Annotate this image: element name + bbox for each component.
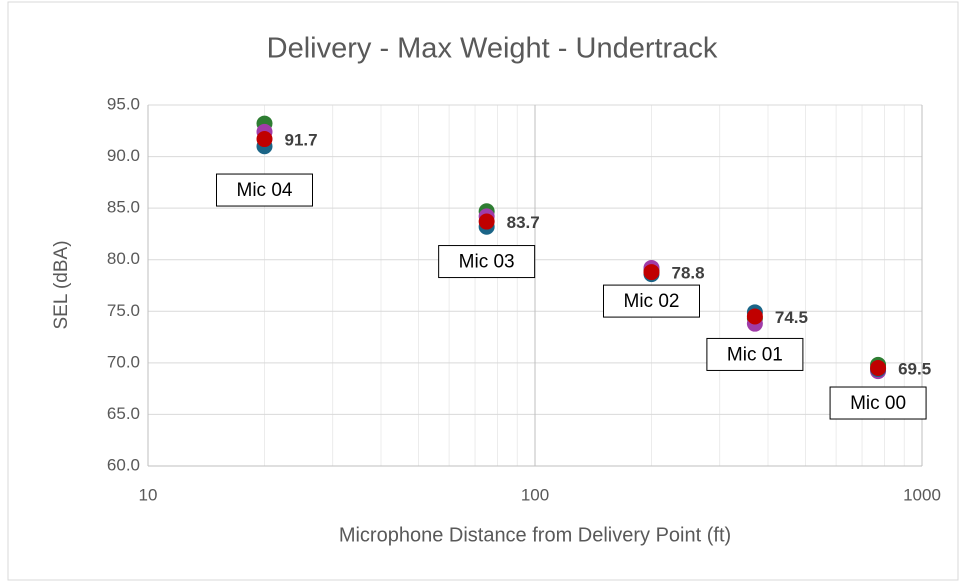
y-tick-label: 95.0 bbox=[107, 94, 140, 113]
chart-frame bbox=[7, 1, 959, 581]
data-label: 78.8 bbox=[671, 264, 704, 283]
data-label: 91.7 bbox=[284, 131, 317, 150]
annotation-box bbox=[829, 386, 927, 420]
x-tick-label: 100 bbox=[521, 485, 549, 504]
y-axis-label: SEL (dBA) bbox=[51, 240, 72, 329]
annotation-box bbox=[438, 245, 536, 279]
marker bbox=[643, 264, 660, 281]
x-tick-label: 1000 bbox=[903, 485, 941, 504]
marker bbox=[478, 213, 495, 230]
marker bbox=[870, 360, 887, 377]
y-tick-label: 90.0 bbox=[107, 146, 140, 165]
data-label: 74.5 bbox=[775, 308, 808, 327]
annotation: Mic 01 bbox=[727, 344, 783, 365]
annotation: Mic 04 bbox=[237, 180, 293, 201]
y-tick-label: 80.0 bbox=[107, 249, 140, 268]
y-tick-label: 65.0 bbox=[107, 404, 140, 423]
data-label: 83.7 bbox=[507, 213, 540, 232]
y-tick-label: 75.0 bbox=[107, 301, 140, 320]
marker bbox=[256, 131, 273, 148]
marker bbox=[746, 308, 763, 325]
x-tick-label: 10 bbox=[139, 485, 158, 504]
annotation-box bbox=[706, 337, 804, 371]
annotation-box bbox=[215, 173, 313, 207]
x-axis-label: Microphone Distance from Delivery Point … bbox=[339, 524, 731, 546]
annotation: Mic 03 bbox=[459, 252, 515, 273]
annotation: Mic 02 bbox=[624, 291, 680, 312]
annotation: Mic 00 bbox=[850, 393, 906, 414]
y-tick-label: 60.0 bbox=[107, 455, 140, 474]
y-tick-label: 85.0 bbox=[107, 198, 140, 217]
annotation-box bbox=[602, 284, 700, 318]
data-label: 69.5 bbox=[898, 359, 931, 378]
y-tick-label: 70.0 bbox=[107, 352, 140, 371]
chart-title: Delivery - Max Weight - Undertrack bbox=[267, 33, 718, 65]
